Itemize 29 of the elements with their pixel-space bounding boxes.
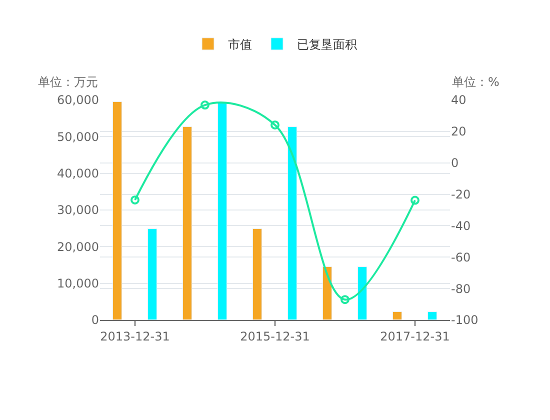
y-tick-label: 40,000 [57,166,99,181]
y2-tick-label: -40 [451,218,471,233]
point [270,120,280,130]
y-tick-label: 20,000 [57,240,99,254]
y-tick-label: 60,000 [57,93,99,108]
point [200,100,210,110]
legend-label: 市值 [228,38,252,52]
y2-tick-label: -80 [451,282,471,296]
x-tick-label: 2017-12-31 [380,329,450,344]
y-tick-label: 30,000 [57,203,99,218]
y2-tick-label: 40 [451,93,466,108]
x-tick-label: 2015-12-31 [240,329,310,344]
point [340,295,350,304]
y2-tick-label: -20 [451,187,471,202]
y2-axis-title: 单位：% [452,75,500,89]
x-tick-label: 2013-12-31 [100,329,170,344]
y2-tick-label: 20 [451,124,466,139]
y-tick-label: 10,000 [57,276,99,291]
bar [428,312,437,320]
point [130,195,140,204]
bar [392,312,402,320]
y-axis-title: 单位：万元 [38,75,98,89]
y2-tick-label: 0 [451,156,459,170]
legend-label: 已复垦面积 [297,38,357,52]
y2-tick-label: -100 [451,313,478,328]
point [410,196,420,205]
y-tick-label: 0 [91,313,99,328]
y2-tick-label: -60 [451,250,471,264]
y-tick-label: 50,000 [57,130,99,144]
